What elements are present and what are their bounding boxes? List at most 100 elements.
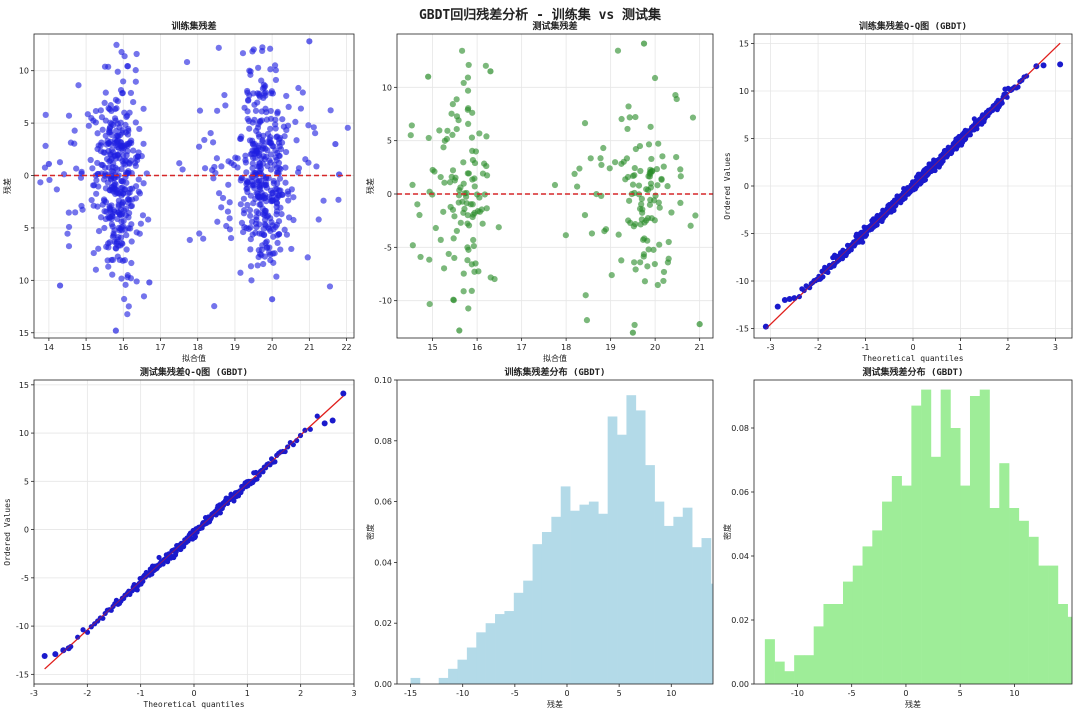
data-point: [103, 243, 110, 250]
x-tick-label: 5: [617, 689, 622, 698]
x-tick-label: 14: [44, 343, 54, 352]
x-axis-label: 拟合值: [543, 353, 567, 363]
data-point: [344, 124, 351, 131]
data-point: [606, 165, 613, 172]
data-point: [114, 144, 121, 151]
data-point: [107, 102, 114, 109]
data-point: [656, 204, 663, 211]
data-point: [581, 120, 589, 127]
data-point: [437, 173, 444, 181]
data-point: [417, 253, 424, 261]
x-axis-label: Theoretical quantiles: [862, 354, 963, 363]
data-point: [464, 106, 471, 113]
data-point: [255, 131, 262, 138]
x-tick-label: 22: [341, 343, 351, 352]
data-point: [618, 160, 625, 167]
data-point: [102, 117, 109, 124]
data-point: [629, 329, 636, 336]
data-point: [45, 160, 52, 168]
data-point: [234, 164, 241, 171]
data-point: [272, 121, 279, 128]
y-tick-label: 10: [382, 83, 392, 92]
data-point: [261, 253, 268, 260]
axes-frame: [753, 379, 1073, 685]
data-point: [465, 246, 472, 253]
data-point: [93, 177, 100, 184]
data-point: [116, 256, 123, 264]
x-tick-label: 3: [1053, 343, 1058, 352]
histogram-bar: [410, 677, 421, 684]
data-point: [249, 160, 256, 167]
data-point: [136, 230, 143, 237]
data-point: [247, 263, 255, 270]
qq-point: [60, 647, 67, 654]
data-point: [67, 139, 75, 146]
data-point: [108, 221, 115, 228]
data-point: [130, 98, 137, 106]
data-point: [251, 116, 258, 123]
histogram-bar: [872, 530, 883, 684]
axes-title: 测试集残差分布 (GBDT): [863, 366, 964, 378]
data-point: [254, 262, 261, 269]
qq-point: [801, 287, 807, 294]
plot-area: [762, 42, 1064, 330]
data-point: [113, 41, 120, 48]
x-tick-label: 0: [191, 689, 196, 698]
data-point: [137, 220, 145, 227]
data-point: [451, 254, 458, 262]
x-tick-label: -15: [404, 689, 417, 698]
data-point: [469, 176, 476, 183]
data-point: [118, 201, 125, 208]
data-point: [183, 58, 191, 66]
data-point: [638, 195, 645, 202]
data-point: [637, 259, 644, 266]
data-point: [631, 321, 638, 329]
data-point: [132, 195, 140, 202]
qq-point: [156, 554, 162, 561]
data-point: [140, 105, 147, 112]
histogram-bar: [930, 456, 941, 684]
histogram-bar: [803, 655, 814, 684]
histogram-bar: [513, 592, 524, 684]
data-point: [243, 169, 250, 176]
histogram-bar: [457, 659, 468, 684]
data-point: [257, 117, 264, 125]
data-point: [124, 274, 131, 281]
data-point: [677, 166, 684, 173]
data-point: [99, 126, 106, 133]
data-point: [132, 78, 139, 85]
data-point: [465, 120, 472, 127]
axes-frame: [396, 379, 714, 685]
data-point: [455, 117, 462, 124]
data-point: [120, 190, 127, 197]
data-point: [237, 177, 244, 184]
data-point: [223, 222, 230, 230]
qq-point: [860, 239, 866, 245]
data-point: [125, 225, 132, 232]
qq-point: [922, 177, 929, 183]
y-tick-label: 0: [24, 526, 29, 535]
x-tick-label: -1: [862, 343, 870, 352]
data-point: [648, 155, 655, 163]
y-tick-label: 5: [24, 119, 29, 128]
histogram-bar: [1018, 520, 1029, 684]
data-point: [432, 224, 439, 232]
data-point: [114, 120, 121, 127]
data-point: [101, 224, 108, 232]
data-point: [222, 102, 229, 109]
data-point: [121, 109, 128, 116]
data-point: [445, 250, 452, 258]
y-axis-label: 残差: [2, 178, 12, 194]
data-point: [453, 125, 460, 133]
data-point: [106, 213, 114, 221]
data-point: [641, 278, 649, 285]
data-point: [196, 107, 204, 114]
data-point: [260, 94, 267, 102]
data-point: [267, 139, 274, 146]
data-point: [95, 245, 102, 252]
data-point: [102, 89, 109, 96]
data-point: [241, 104, 248, 111]
data-point: [121, 295, 128, 303]
data-point: [448, 173, 455, 180]
